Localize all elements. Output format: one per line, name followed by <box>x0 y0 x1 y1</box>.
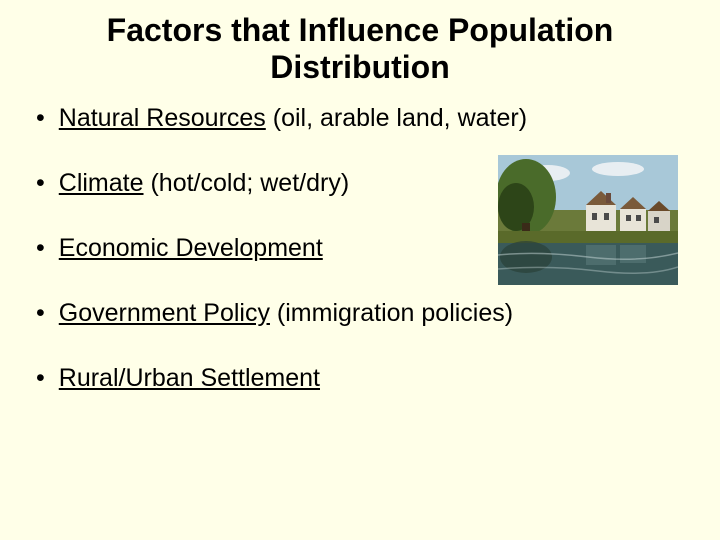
list-item: • Rural/Urban Settlement <box>30 364 690 393</box>
term: Natural Resources <box>59 104 266 132</box>
term: Climate <box>59 169 144 197</box>
bullet-marker: • <box>36 104 45 133</box>
village-landscape-icon <box>498 155 678 285</box>
bullet-marker: • <box>36 299 45 328</box>
page-title: Factors that Influence Population Distri… <box>0 0 720 94</box>
term: Economic Development <box>59 234 323 262</box>
list-item: • Natural Resources (oil, arable land, w… <box>30 104 690 133</box>
detail: (hot/cold; wet/dry) <box>144 169 350 197</box>
term: Government Policy <box>59 299 270 327</box>
list-item-text: Economic Development <box>59 234 323 263</box>
list-item-text: Government Policy (immigration policies) <box>59 299 513 328</box>
bullet-marker: • <box>36 234 45 263</box>
term: Rural/Urban Settlement <box>59 364 320 392</box>
bullet-marker: • <box>36 364 45 393</box>
list-item-text: Climate (hot/cold; wet/dry) <box>59 169 349 198</box>
list-item-text: Rural/Urban Settlement <box>59 364 320 393</box>
detail: (oil, arable land, water) <box>266 104 527 132</box>
detail: (immigration policies) <box>270 299 513 327</box>
bullet-marker: • <box>36 169 45 198</box>
list-item-text: Natural Resources (oil, arable land, wat… <box>59 104 527 133</box>
list-item: • Government Policy (immigration policie… <box>30 299 690 328</box>
